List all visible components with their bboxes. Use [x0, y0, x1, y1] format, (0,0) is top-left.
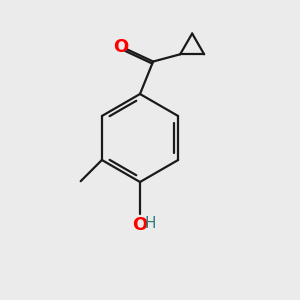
Text: O: O	[132, 216, 148, 234]
Text: H: H	[144, 216, 156, 231]
Text: O: O	[113, 38, 128, 56]
